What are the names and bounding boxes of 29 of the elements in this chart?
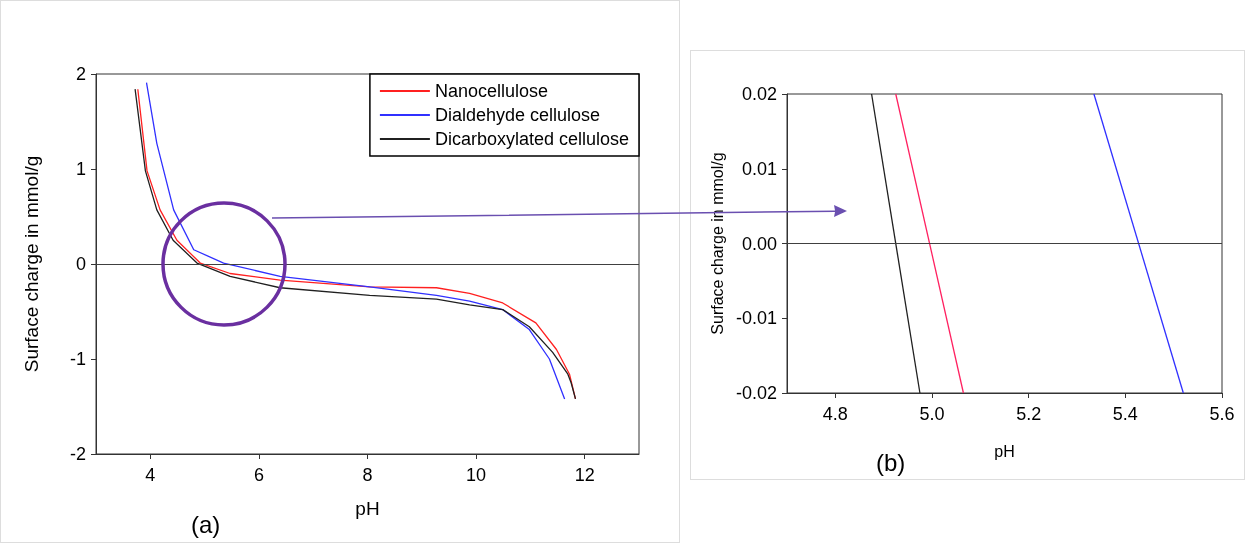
x-tick-label: 4 [145, 465, 156, 485]
x-tick-label: 4.8 [822, 404, 848, 424]
y-tick-label: -2 [69, 444, 86, 464]
y-tick-label: -1 [69, 349, 86, 369]
y-tick-label: -0.02 [735, 383, 777, 403]
legend-label: Dialdehyde cellulose [434, 105, 601, 125]
y-tick-label: 0.00 [741, 233, 777, 254]
x-tick-label: 12 [574, 465, 595, 485]
x-tick-label: 5.2 [1016, 404, 1042, 424]
y-tick-label: 2 [75, 64, 86, 84]
x-axis-title: pH [994, 442, 1015, 460]
y-tick-label: 0.02 [741, 84, 777, 104]
y-tick-label: -0.01 [735, 308, 777, 329]
x-tick-label: 5.6 [1209, 404, 1235, 424]
x-tick-label: 5.0 [919, 404, 945, 424]
y-tick-label: 1 [75, 159, 86, 179]
x-tick-label: 10 [466, 465, 487, 485]
y-tick-label: 0 [75, 254, 86, 274]
x-tick-label: 5.4 [1112, 404, 1138, 424]
y-axis-title: Surface charge in mmol/g [21, 155, 42, 373]
legend-label: Nanocellulose [434, 81, 548, 101]
y-tick-label: 0.01 [741, 158, 777, 179]
legend-label: Dicarboxylated cellulose [434, 129, 630, 149]
x-tick-label: 6 [253, 465, 264, 485]
x-tick-label: 8 [362, 465, 373, 485]
x-axis-title: pH [355, 498, 380, 519]
text: (b) [876, 449, 906, 477]
text: (a) [191, 511, 221, 539]
y-axis-title: Surface charge in mmol/g [708, 152, 726, 335]
